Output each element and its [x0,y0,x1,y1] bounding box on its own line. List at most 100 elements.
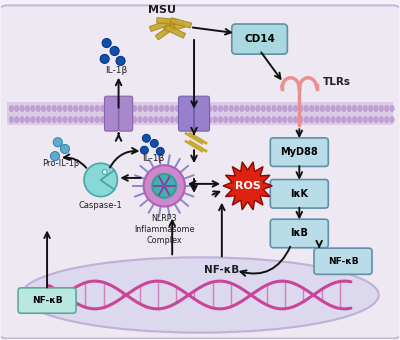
Ellipse shape [90,116,94,123]
Ellipse shape [138,116,142,123]
Ellipse shape [261,116,266,123]
Ellipse shape [132,105,137,112]
Ellipse shape [68,116,72,123]
Ellipse shape [310,116,314,123]
Ellipse shape [352,105,357,112]
Ellipse shape [36,105,40,112]
Ellipse shape [100,116,105,123]
Ellipse shape [256,105,260,112]
Ellipse shape [52,116,56,123]
Text: MyD88: MyD88 [280,147,318,157]
Ellipse shape [100,105,105,112]
Ellipse shape [384,116,389,123]
Ellipse shape [47,105,51,112]
FancyBboxPatch shape [119,96,133,131]
Ellipse shape [234,116,239,123]
Ellipse shape [14,105,19,112]
Ellipse shape [288,116,292,123]
Ellipse shape [175,116,180,123]
Ellipse shape [132,116,137,123]
FancyBboxPatch shape [104,96,118,131]
Ellipse shape [9,105,14,112]
Ellipse shape [229,105,233,112]
Ellipse shape [21,257,379,333]
Ellipse shape [374,116,378,123]
Ellipse shape [261,105,266,112]
Ellipse shape [148,116,153,123]
Circle shape [50,152,60,161]
Ellipse shape [208,116,212,123]
Text: NF-κB: NF-κB [204,266,240,275]
Ellipse shape [368,105,373,112]
Ellipse shape [288,105,292,112]
Ellipse shape [122,105,126,112]
Ellipse shape [277,105,282,112]
Text: NF-κB: NF-κB [32,296,62,305]
Bar [7,102,393,125]
Ellipse shape [36,116,40,123]
Ellipse shape [181,105,185,112]
Ellipse shape [320,116,324,123]
Ellipse shape [127,116,132,123]
Ellipse shape [95,105,99,112]
Ellipse shape [197,105,201,112]
Ellipse shape [384,105,389,112]
Ellipse shape [192,116,196,123]
Text: NF-κB: NF-κB [328,257,358,266]
Text: Pro-IL-1β: Pro-IL-1β [42,159,80,168]
Circle shape [102,38,111,48]
Ellipse shape [266,105,271,112]
Ellipse shape [20,105,24,112]
Ellipse shape [272,105,276,112]
Ellipse shape [266,116,271,123]
Ellipse shape [347,116,351,123]
Circle shape [142,134,150,142]
Wedge shape [101,170,117,189]
Circle shape [100,54,109,64]
FancyBboxPatch shape [270,138,328,166]
Circle shape [53,138,62,147]
FancyBboxPatch shape [170,18,192,28]
Ellipse shape [336,105,341,112]
Ellipse shape [256,116,260,123]
Ellipse shape [202,116,206,123]
Ellipse shape [283,116,287,123]
Ellipse shape [186,105,190,112]
Ellipse shape [299,116,303,123]
FancyBboxPatch shape [178,96,194,131]
FancyBboxPatch shape [194,96,210,131]
Ellipse shape [74,116,78,123]
Ellipse shape [218,116,223,123]
Ellipse shape [106,116,110,123]
Ellipse shape [390,105,394,112]
Ellipse shape [175,105,180,112]
Ellipse shape [342,116,346,123]
Text: ROS: ROS [235,181,261,191]
Ellipse shape [25,116,30,123]
Ellipse shape [229,116,233,123]
Ellipse shape [218,105,223,112]
Ellipse shape [20,116,24,123]
Ellipse shape [159,105,164,112]
Ellipse shape [148,105,153,112]
Ellipse shape [374,105,378,112]
Ellipse shape [379,105,384,112]
Ellipse shape [293,105,298,112]
Ellipse shape [30,116,35,123]
Ellipse shape [315,116,319,123]
Ellipse shape [90,105,94,112]
FancyBboxPatch shape [156,24,175,40]
Ellipse shape [52,105,56,112]
FancyBboxPatch shape [156,18,178,24]
Circle shape [102,170,107,174]
Ellipse shape [79,105,83,112]
Ellipse shape [208,105,212,112]
Ellipse shape [331,116,335,123]
Circle shape [156,147,164,155]
Text: IL-1β: IL-1β [106,66,128,75]
Ellipse shape [170,105,174,112]
Ellipse shape [213,105,217,112]
Wedge shape [84,163,114,197]
Text: Caspase-1: Caspase-1 [79,201,122,210]
Ellipse shape [347,105,351,112]
